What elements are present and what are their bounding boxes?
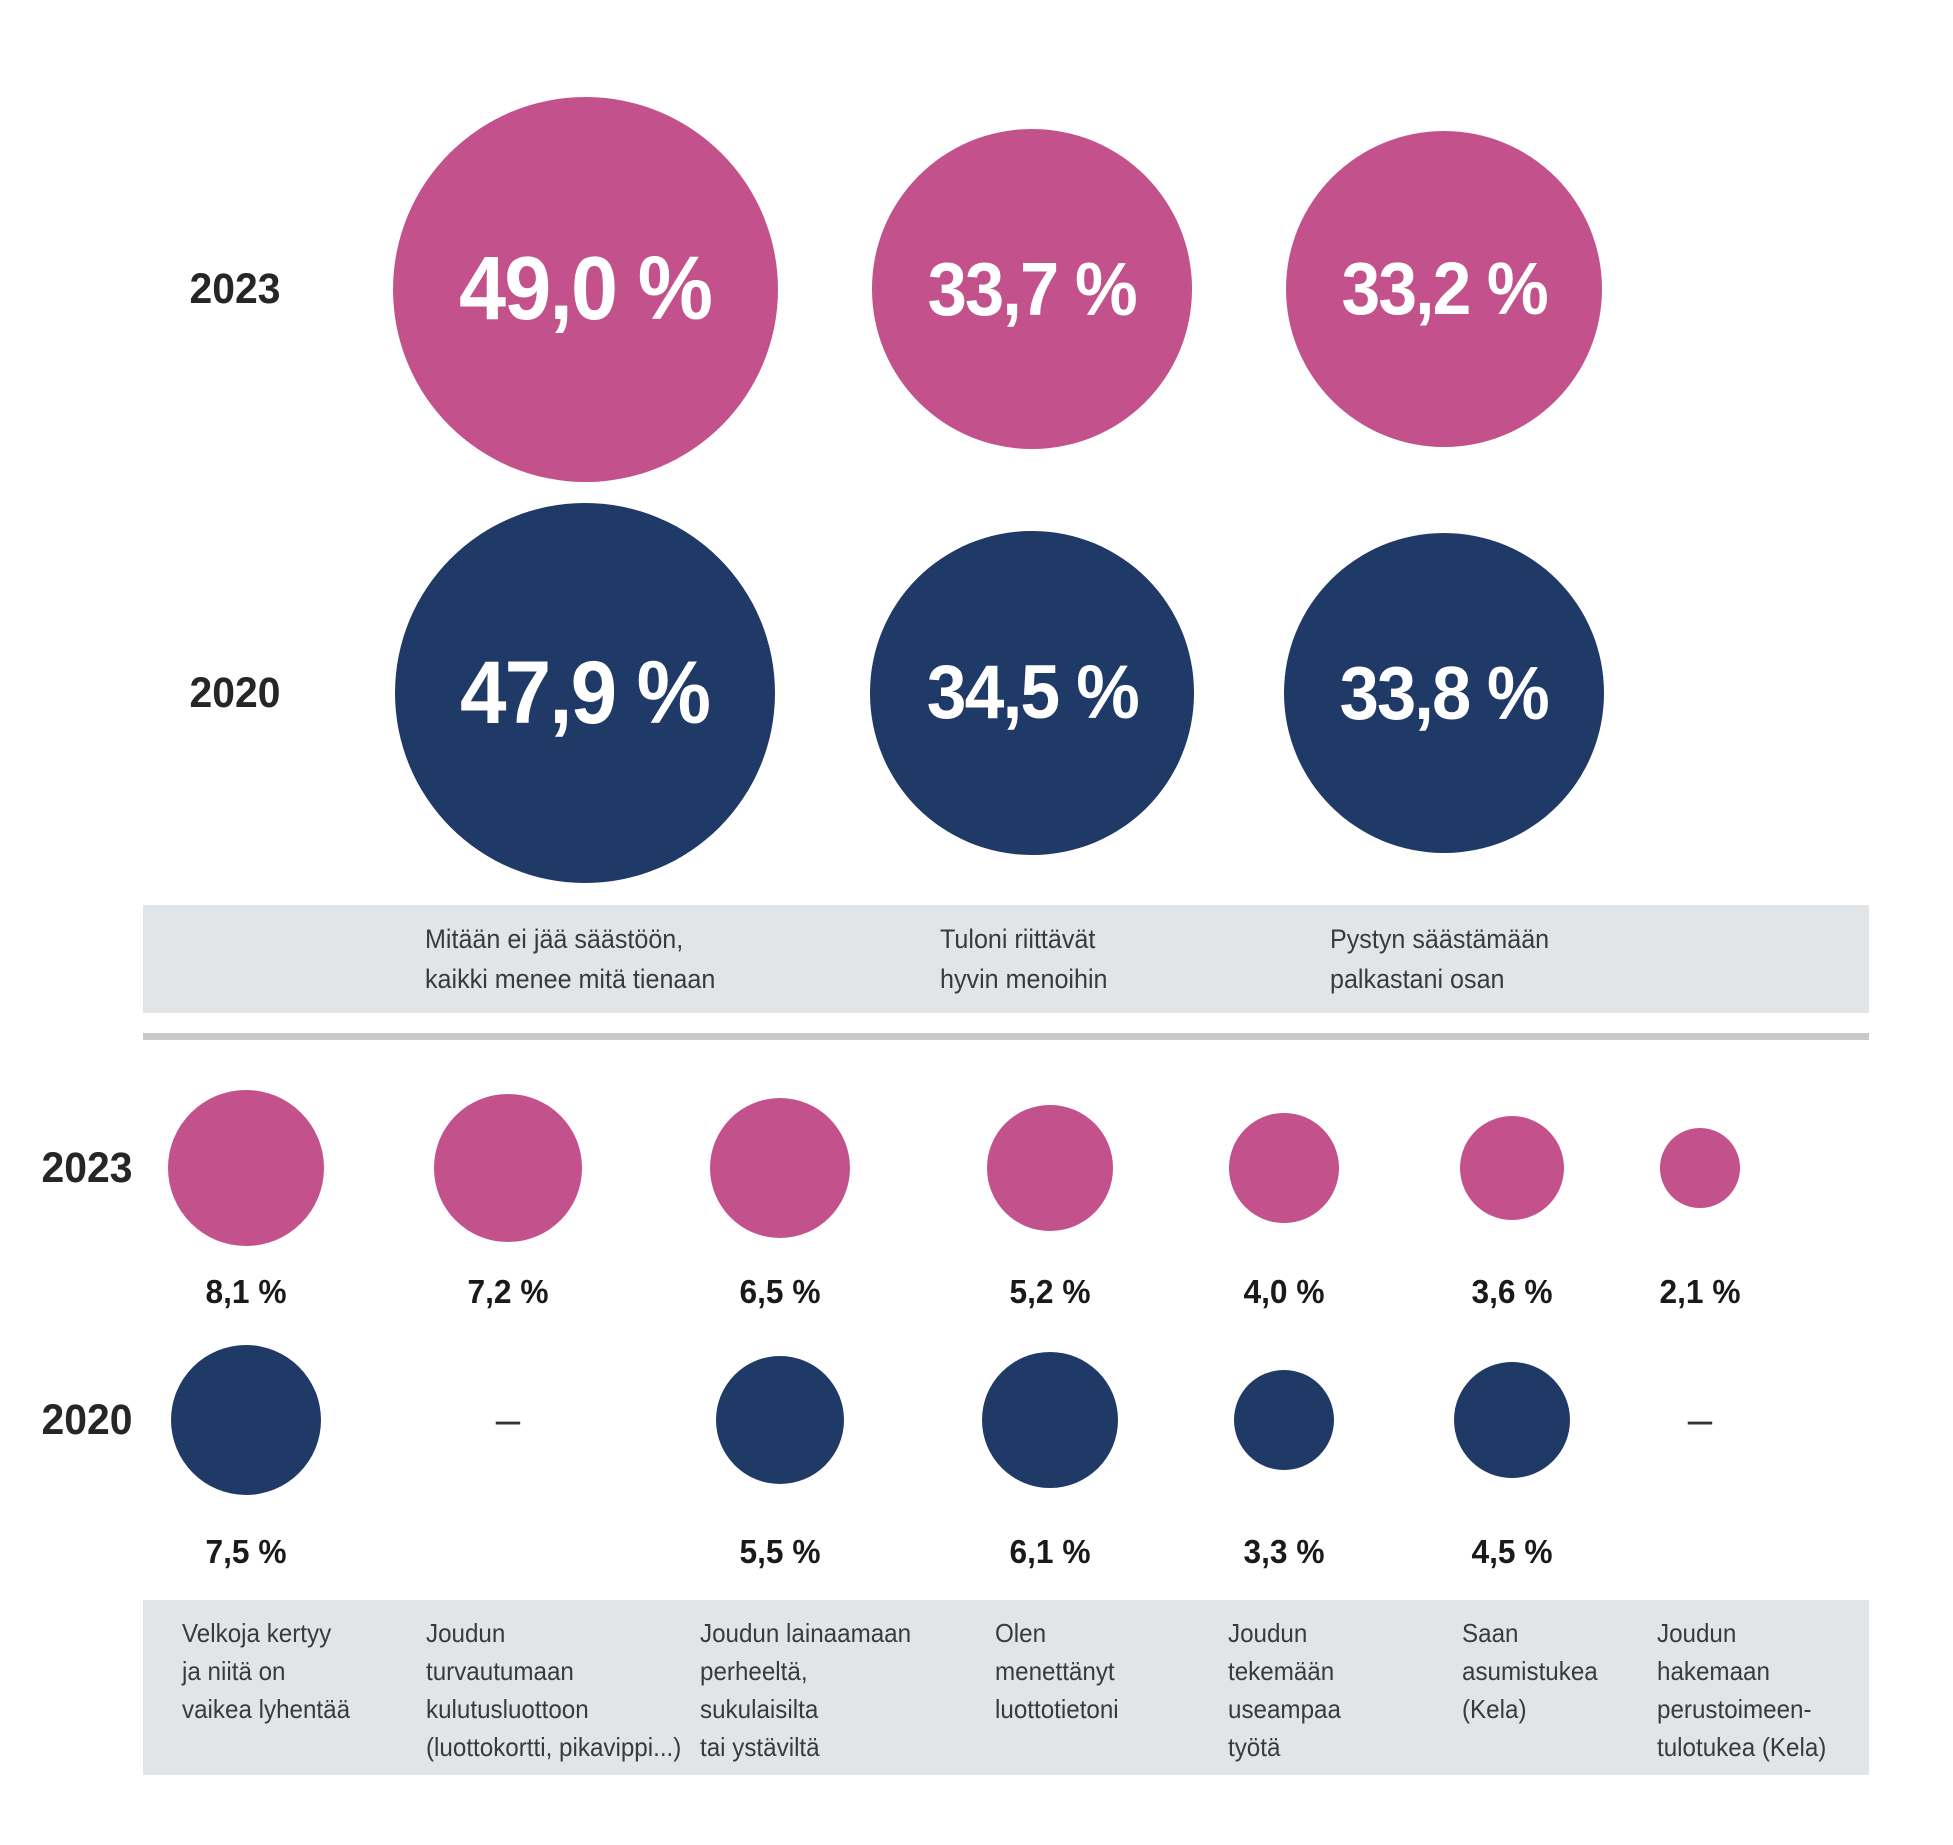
category-label-line: Joudun (426, 1618, 506, 1648)
category-label: Mitään ei jää säästöön, kaikki menee mitä… (425, 919, 715, 999)
year-label-top-2023: 2023 (189, 265, 281, 313)
bubble-2020 (1453, 1361, 1571, 1479)
bubble-value-label: 4,0 % (1243, 1273, 1325, 1310)
bubble-2020 (715, 1355, 845, 1485)
category-label-line: tekemään (1228, 1656, 1335, 1686)
category-label: Saan asumistukea (Kela) (1462, 1614, 1598, 1728)
bubble-value-label: 8,1 % (205, 1273, 287, 1310)
category-label: Tuloni riittävät hyvin menoihin (940, 919, 1108, 999)
bubble-value-label: 33,7 % (927, 246, 1138, 331)
category-label-line: asumistukea (1462, 1656, 1598, 1686)
bubble-value-label: 6,1 % (1009, 1533, 1091, 1570)
bubble-2020: 34,5 % (870, 531, 1194, 855)
bubble-2023 (1660, 1128, 1740, 1208)
bubble-2023: 49,0 % (392, 96, 778, 482)
bubble-2023 (987, 1105, 1113, 1231)
bubble-2020 (982, 1352, 1118, 1488)
bubble-value-label: 7,2 % (467, 1273, 549, 1310)
category-label-line: Joudun (1228, 1618, 1308, 1648)
category-band-top: Mitään ei jää säästöön, kaikki menee mitä… (143, 905, 1869, 1013)
bubble-value-label: 4,5 % (1471, 1533, 1553, 1570)
category-label-line: tai ystäviltä (700, 1732, 820, 1762)
bubble-2020: 47,9 % (394, 502, 776, 884)
bubble-value-label: 7,5 % (205, 1533, 287, 1570)
bubble-2023 (1459, 1115, 1565, 1221)
category-label: Joudun hakemaan perustoimeen-tulotukea (Ke… (1657, 1614, 1826, 1766)
category-label-line: Joudun (1657, 1618, 1737, 1648)
category-label-line: menettänyt (995, 1656, 1115, 1686)
bubble-2023 (167, 1089, 325, 1247)
year-label-bottom-2023: 2023 (41, 1144, 133, 1192)
category-label-line: palkastani osan (1330, 964, 1505, 994)
bubble-2023: 33,7 % (872, 129, 1192, 449)
bubble-2023 (709, 1097, 851, 1239)
category-label-line: kaikki menee mitä tienaan (425, 964, 716, 994)
category-band-bottom: Velkoja kertyy ja niitä on vaikea lyhentää… (143, 1600, 1869, 1775)
category-label-line: perustoimeen- (1657, 1694, 1812, 1724)
bubble-value-label: 33,8 % (1339, 650, 1550, 735)
bubble-2020: 33,8 % (1284, 533, 1604, 853)
bubble-value-label: 5,5 % (739, 1533, 821, 1570)
category-label: Pystyn säästämään palkastani osan (1330, 919, 1549, 999)
category-label-line: Joudun lainaamaan (700, 1618, 912, 1648)
bubble-value-label: 3,3 % (1243, 1533, 1325, 1570)
category-label-line: luottotietoni (995, 1694, 1119, 1724)
category-label-line: Olen (995, 1618, 1047, 1648)
bubble-2023 (434, 1094, 582, 1242)
category-label: Joudun tekemään useampaa työtä (1228, 1614, 1341, 1766)
bubble-2020 (170, 1344, 322, 1496)
bubble-value-label: 49,0 % (458, 238, 713, 339)
category-label-line: vaikea lyhentää (182, 1694, 351, 1724)
category-label-line: turvautumaan (426, 1656, 574, 1686)
category-label-line: työtä (1228, 1732, 1281, 1762)
category-label-line: (luottokortti, pikavippi...) (426, 1732, 682, 1762)
bubble-value-label: 3,6 % (1471, 1273, 1553, 1310)
no-data-dash: – (495, 1395, 521, 1444)
bubble-value-label: 5,2 % (1009, 1273, 1091, 1310)
category-label-line: ja niitä on (182, 1656, 286, 1686)
bubble-value-label: 2,1 % (1659, 1273, 1741, 1310)
category-label-line: Mitään ei jää säästöön, (425, 924, 684, 954)
bubble-value-label: 33,2 % (1341, 247, 1548, 331)
category-label-line: sukulaisilta (700, 1694, 819, 1724)
year-label-top-2020: 2020 (189, 669, 281, 717)
section-divider (143, 1033, 1869, 1040)
bubble-2023: 33,2 % (1285, 130, 1603, 448)
category-label-line: Tuloni riittävät (940, 924, 1096, 954)
category-label-line: useampaa (1228, 1694, 1341, 1724)
category-label-line: Pystyn säästämään (1330, 924, 1550, 954)
bubble-value-label: 6,5 % (739, 1273, 821, 1310)
category-label-line: kulutusluottoon (426, 1694, 589, 1724)
category-label-line: Velkoja kertyy (182, 1618, 332, 1648)
category-label: Olen menettänyt luottotietoni (995, 1614, 1119, 1728)
bubble-2023 (1229, 1113, 1339, 1223)
bubble-value-label: 47,9 % (460, 642, 711, 743)
category-label-line: hyvin menoihin (940, 964, 1108, 994)
category-label: Joudun lainaamaan perheeltä, sukulaisilta t… (700, 1614, 911, 1766)
no-data-dash: – (1687, 1395, 1713, 1444)
bubble-2020 (1234, 1370, 1334, 1470)
category-label-line: (Kela) (1462, 1694, 1527, 1724)
bubble-value-label: 34,5 % (926, 650, 1139, 736)
category-label: Joudun turvautumaan kulutusluottoon (luotto… (426, 1614, 681, 1766)
category-label-line: Saan (1462, 1618, 1519, 1648)
category-label: Velkoja kertyy ja niitä on vaikea lyhentää (182, 1614, 350, 1728)
category-label-line: tulotukea (Kela) (1657, 1732, 1827, 1762)
category-label-line: perheeltä, (700, 1656, 808, 1686)
year-label-bottom-2020: 2020 (41, 1396, 133, 1444)
category-label-line: hakemaan (1657, 1656, 1770, 1686)
